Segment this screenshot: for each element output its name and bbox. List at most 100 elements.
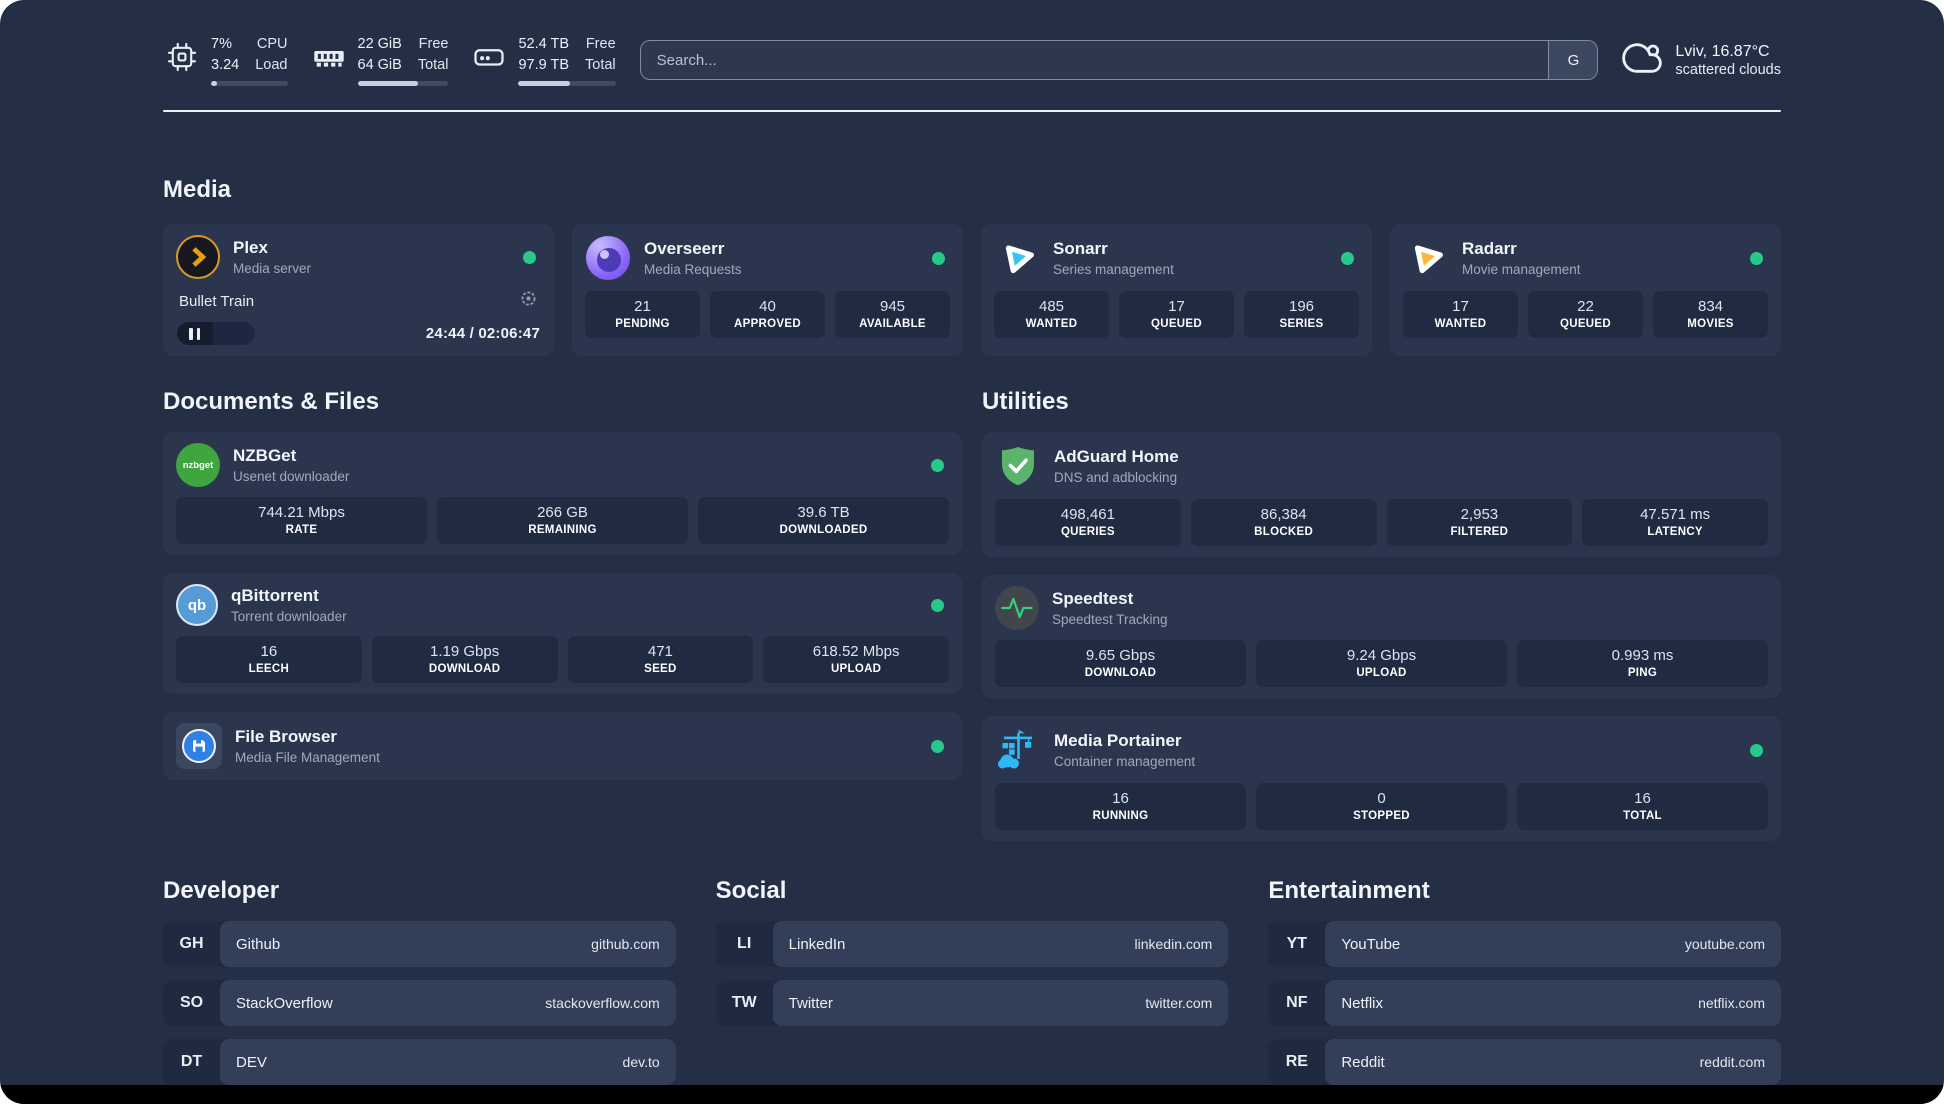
stat-box: 39.6 TB DOWNLOADED bbox=[698, 497, 949, 545]
service-name: Plex bbox=[233, 238, 268, 258]
bookmark-name: Github bbox=[236, 935, 281, 953]
stat-label: STOPPED bbox=[1353, 810, 1410, 823]
playback-progress[interactable] bbox=[177, 322, 255, 346]
bookmark-github[interactable]: GH Github github.com bbox=[163, 921, 676, 968]
cpu-widget: 7% 3.24 CPU Load bbox=[163, 34, 288, 87]
stat-label: LEECH bbox=[248, 663, 290, 676]
bookmark-group-developer: Developer GH Github github.com SO StackO… bbox=[163, 877, 676, 1098]
stat-value: 47.571 ms bbox=[1640, 506, 1711, 524]
stat-box: 86,384 BLOCKED bbox=[1190, 499, 1377, 547]
stat-value: 0.993 ms bbox=[1611, 647, 1674, 665]
memory-free-value: 22 GiB bbox=[357, 36, 402, 52]
media-grid: Plex Media server Bullet Train bbox=[163, 224, 1781, 357]
service-card-plex[interactable]: Plex Media server Bullet Train bbox=[163, 224, 554, 357]
search-input[interactable] bbox=[640, 41, 1549, 80]
service-card-qbittorrent[interactable]: qb qBittorrent Torrent downloader 16 LEE… bbox=[163, 573, 962, 695]
bookmark-name: YouTube bbox=[1341, 935, 1401, 953]
bookmark-abbr: DT bbox=[180, 1053, 203, 1071]
stat-value: 945 bbox=[879, 298, 906, 316]
bookmark-group-entertainment: Entertainment YT YouTube youtube.com NF … bbox=[1268, 877, 1781, 1098]
service-card-nzbget[interactable]: nzbget NZBGet Usenet downloader 744.21 M… bbox=[163, 432, 962, 556]
stat-label: QUEUED bbox=[1559, 318, 1611, 331]
stat-box: 9.65 Gbps DOWNLOAD bbox=[995, 640, 1246, 688]
service-card-adguard[interactable]: AdGuard Home DNS and adblocking 498,461 … bbox=[982, 432, 1781, 558]
bookmark-url: stackoverflow.com bbox=[545, 995, 660, 1012]
stat-label: UPLOAD bbox=[830, 663, 882, 676]
bookmark-url: reddit.com bbox=[1699, 1054, 1765, 1071]
bookmark-abbr: TW bbox=[731, 994, 757, 1012]
status-dot bbox=[931, 458, 944, 472]
service-card-speedtest[interactable]: Speedtest Speedtest Tracking 9.65 Gbps D… bbox=[982, 575, 1781, 699]
stat-value: 744.21 Mbps bbox=[258, 504, 345, 522]
stat-value: 16 bbox=[1634, 790, 1651, 808]
disk-total-value: 97.9 TB bbox=[518, 56, 570, 73]
service-name: Speedtest bbox=[1052, 589, 1134, 609]
bookmark-abbr: RE bbox=[1285, 1053, 1308, 1071]
stat-value: 9.65 Gbps bbox=[1085, 647, 1156, 665]
scattered-clouds-icon bbox=[1622, 38, 1663, 83]
section-title-utilities: Utilities bbox=[982, 388, 1069, 416]
load-label: Load bbox=[255, 56, 288, 73]
status-dot bbox=[931, 598, 944, 612]
bookmark-url: linkedin.com bbox=[1134, 936, 1213, 953]
stat-value: 17 bbox=[1168, 298, 1185, 316]
bookmark-twitter[interactable]: TW Twitter twitter.com bbox=[715, 980, 1229, 1027]
speedtest-icon bbox=[995, 586, 1039, 631]
bookmark-linkedin[interactable]: LI LinkedIn linkedin.com bbox=[715, 921, 1229, 968]
gear-icon[interactable] bbox=[519, 289, 538, 313]
cpu-label: CPU bbox=[256, 36, 288, 52]
stat-value: 16 bbox=[260, 643, 278, 661]
stat-box: 471 SEED bbox=[567, 636, 754, 684]
bookmark-youtube[interactable]: YT YouTube youtube.com bbox=[1268, 921, 1781, 968]
stat-value: 618.52 Mbps bbox=[812, 643, 900, 661]
stat-box: 16 RUNNING bbox=[995, 783, 1246, 831]
bookmark-name: LinkedIn bbox=[788, 935, 846, 953]
pause-icon[interactable] bbox=[189, 327, 200, 340]
stat-box: 16 LEECH bbox=[176, 636, 362, 684]
memory-icon bbox=[310, 38, 348, 76]
weather-widget: Lviv, 16.87°C scattered clouds bbox=[1622, 38, 1781, 83]
disk-total-label: Total bbox=[585, 56, 616, 73]
portainer-icon bbox=[995, 727, 1041, 773]
section-title-media: Media bbox=[163, 176, 232, 204]
memory-free-label: Free bbox=[418, 36, 449, 52]
service-card-portainer[interactable]: Media Portainer Container management 16 … bbox=[982, 716, 1781, 842]
stat-box: 40 APPROVED bbox=[710, 291, 825, 339]
bookmark-stackoverflow[interactable]: SO StackOverflow stackoverflow.com bbox=[163, 980, 676, 1027]
bookmark-reddit[interactable]: RE Reddit reddit.com bbox=[1268, 1039, 1781, 1086]
search-provider-button[interactable]: G bbox=[1548, 41, 1598, 80]
status-dot bbox=[1341, 251, 1354, 265]
system-metrics: 7% 3.24 CPU Load bbox=[163, 34, 616, 87]
stat-label: WANTED bbox=[1434, 318, 1487, 331]
cpu-load-value: 3.24 bbox=[211, 56, 240, 73]
stat-value: 266 GB bbox=[537, 504, 588, 522]
bookmark-name: Reddit bbox=[1341, 1053, 1385, 1071]
service-card-filebrowser[interactable]: File Browser Media File Management bbox=[163, 712, 962, 781]
disk-free-value: 52.4 TB bbox=[518, 36, 570, 52]
disk-progress-fill bbox=[518, 81, 570, 87]
stat-label: FILTERED bbox=[1450, 526, 1509, 539]
bookmark-netflix[interactable]: NF Netflix netflix.com bbox=[1268, 980, 1781, 1027]
disk-progress-track bbox=[518, 81, 616, 87]
overseerr-icon bbox=[585, 235, 631, 281]
sonarr-icon bbox=[994, 235, 1040, 281]
service-card-overseerr[interactable]: Overseerr Media Requests 21 PENDING 40 A… bbox=[572, 224, 963, 357]
stat-label: AVAILABLE bbox=[859, 318, 926, 331]
bookmark-abbr: GH bbox=[179, 935, 204, 953]
section-title-documents: Documents & Files bbox=[163, 388, 380, 416]
service-description: Media File Management bbox=[235, 750, 380, 766]
bookmark-dev[interactable]: DT DEV dev.to bbox=[163, 1039, 676, 1086]
service-description: DNS and adblocking bbox=[1054, 470, 1178, 486]
stat-label: BLOCKED bbox=[1254, 526, 1314, 539]
stat-label: QUERIES bbox=[1060, 526, 1115, 539]
service-card-sonarr[interactable]: Sonarr Series management 485 WANTED 17 Q… bbox=[981, 224, 1372, 357]
stat-box: 16 TOTAL bbox=[1517, 783, 1768, 831]
stat-value: 1.19 Gbps bbox=[430, 643, 500, 661]
service-card-radarr[interactable]: Radarr Movie management 17 WANTED 22 QUE… bbox=[1390, 224, 1781, 357]
section-title-developer: Developer bbox=[163, 877, 280, 905]
cpu-progress-fill bbox=[211, 81, 218, 87]
stat-label: PENDING bbox=[615, 318, 670, 331]
bookmark-name: Twitter bbox=[788, 994, 833, 1012]
stat-value: 498,461 bbox=[1060, 506, 1115, 524]
stat-box: 618.52 Mbps UPLOAD bbox=[763, 636, 949, 684]
